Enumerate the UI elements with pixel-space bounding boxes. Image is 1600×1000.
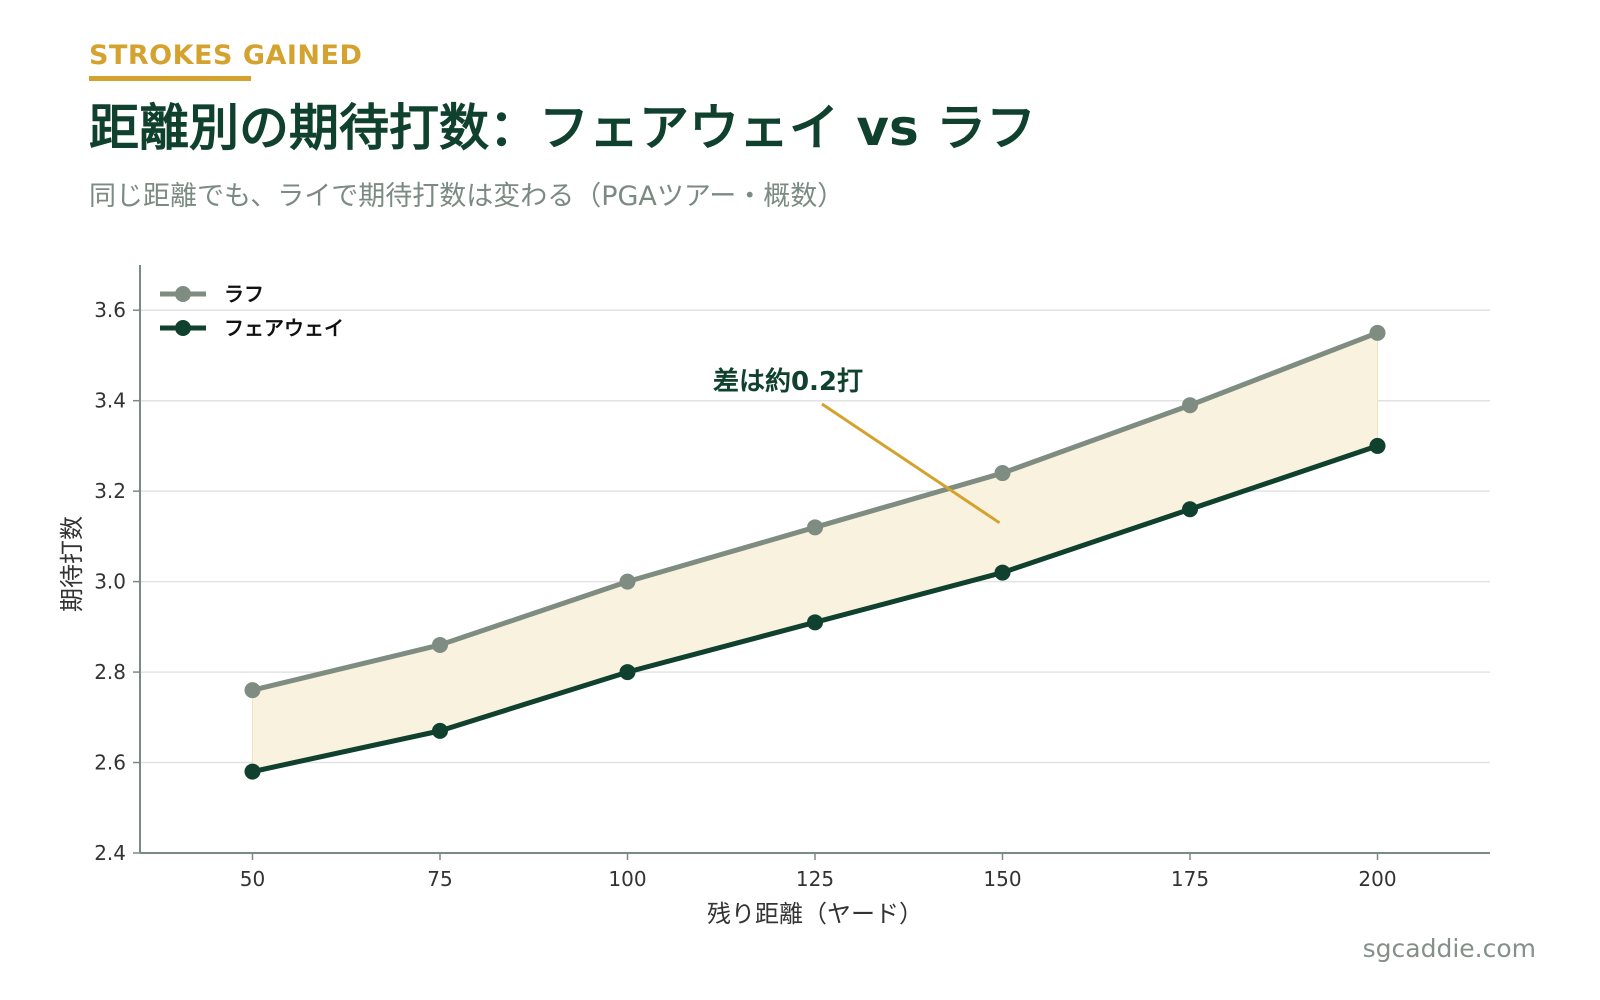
- data-point-rough: [1369, 324, 1386, 341]
- y-ticks: 2.4 2.6 2.8 3.0 3.2 3.4 3.6: [94, 298, 140, 865]
- y-tick-label: 3.0: [94, 570, 126, 594]
- x-tick-label: 175: [1171, 867, 1209, 891]
- legend-label-rough: ラフ: [224, 282, 264, 306]
- y-tick-label: 2.6: [94, 751, 126, 775]
- y-axis-label: 期待打数: [58, 516, 86, 612]
- source-credit: sgcaddie.com: [1362, 934, 1536, 963]
- legend-marker-rough: [175, 286, 191, 302]
- data-point-rough: [432, 636, 448, 653]
- annotation-leader-line: [821, 402, 1001, 525]
- y-tick-label: 3.6: [94, 298, 126, 322]
- data-point-rough: [807, 519, 823, 536]
- y-tick-label: 2.4: [94, 841, 126, 865]
- kicker: STROKES GAINED: [89, 40, 363, 71]
- y-tick-label: 3.4: [94, 389, 126, 413]
- annotation-label: 差は約0.2打: [713, 366, 863, 397]
- data-point-fairway: [619, 664, 636, 681]
- chart-subtitle: 同じ距離でも、ライで期待打数は変わる（PGAツアー・概数）: [89, 181, 845, 212]
- x-tick-label: 75: [427, 867, 452, 891]
- x-tick-label: 125: [796, 867, 834, 891]
- y-tick-label: 2.8: [94, 660, 126, 684]
- legend-marker-fairway: [175, 320, 191, 336]
- data-point-fairway: [807, 614, 823, 631]
- x-tick-label: 200: [1358, 867, 1396, 891]
- data-point-fairway: [1369, 437, 1386, 454]
- data-point-fairway: [1182, 501, 1198, 518]
- data-point-rough: [244, 682, 261, 699]
- x-ticks: 50 75 100 125 150 175 200: [240, 853, 1397, 891]
- x-tick-label: 150: [983, 867, 1021, 891]
- data-point-fairway: [244, 763, 261, 780]
- data-point-fairway: [432, 722, 448, 739]
- y-tick-label: 3.2: [94, 479, 126, 503]
- grid-lines: [140, 309, 1490, 764]
- data-point-rough: [619, 573, 636, 590]
- data-point-fairway: [994, 564, 1011, 581]
- data-point-rough: [994, 465, 1011, 482]
- data-point-rough: [1182, 397, 1198, 414]
- x-tick-label: 100: [608, 867, 646, 891]
- chart-title: 距離別の期待打数：フェアウェイ vs ラフ: [89, 99, 1037, 157]
- legend-label-fairway: フェアウェイ: [224, 316, 344, 340]
- kicker-underline: [89, 76, 251, 81]
- series-group: [244, 324, 1386, 780]
- x-axis-label: 残り距離（ヤード）: [707, 900, 923, 928]
- x-tick-label: 50: [240, 867, 265, 891]
